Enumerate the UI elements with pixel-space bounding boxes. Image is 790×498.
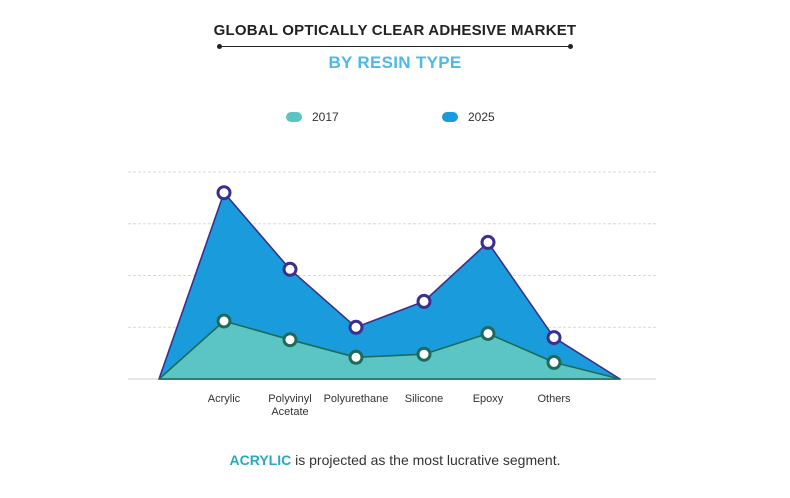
x-tick-label: Others <box>537 393 571 405</box>
legend-item-2017: 2017 <box>286 110 339 124</box>
title-divider <box>217 44 573 49</box>
footer-note: ACRYLIC is projected as the most lucrati… <box>0 452 790 468</box>
data-point-2025 <box>546 330 562 346</box>
legend-label-2017: 2017 <box>312 110 339 124</box>
data-point-2025 <box>282 261 298 277</box>
data-point-2025 <box>216 185 232 201</box>
footer-text: is projected as the most lucrative segme… <box>291 452 561 468</box>
chart-title: GLOBAL OPTICALLY CLEAR ADHESIVE MARKET <box>213 22 577 39</box>
data-point-2017 <box>480 326 496 341</box>
x-tick-label: Silicone <box>405 393 444 405</box>
legend-item-2025: 2025 <box>442 110 495 124</box>
legend-label-2025: 2025 <box>468 110 495 124</box>
x-tick-label: Polyurethane <box>324 393 389 405</box>
data-point-2017 <box>546 354 562 370</box>
x-tick-label: Polyvinyl Acetate <box>268 393 311 418</box>
legend-swatch-2017 <box>286 112 302 122</box>
legend-swatch-2025 <box>442 112 458 122</box>
data-point-2017 <box>216 313 232 329</box>
data-point-2025 <box>416 293 432 309</box>
x-tick-label: Epoxy <box>473 393 504 405</box>
chart-subtitle: BY RESIN TYPE <box>328 53 462 72</box>
data-point-2025 <box>480 234 496 250</box>
area-chart: Acrylic Polyvinyl Acetate Polyurethane Silic… <box>128 171 656 418</box>
data-point-2017 <box>348 349 364 365</box>
data-point-2017 <box>282 332 298 348</box>
data-point-2017 <box>416 346 432 362</box>
x-tick-label: Acrylic <box>208 393 241 405</box>
data-point-2025 <box>348 319 364 335</box>
footer-highlight: ACRYLIC <box>229 452 292 468</box>
